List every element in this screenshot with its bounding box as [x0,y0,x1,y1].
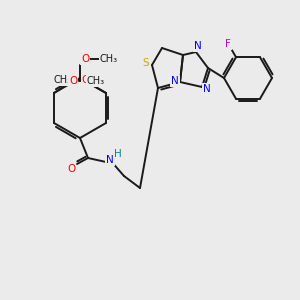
Text: CH₃: CH₃ [100,54,118,64]
Text: H: H [114,149,122,159]
Text: N: N [171,76,179,86]
Text: F: F [225,39,231,49]
Text: N: N [194,41,202,51]
Text: O: O [81,54,89,64]
Text: N: N [106,155,114,165]
Text: CH₃: CH₃ [54,75,72,85]
Text: O: O [82,75,90,85]
Text: CH₃: CH₃ [87,76,105,86]
Text: O: O [67,164,75,174]
Text: O: O [69,76,77,86]
Text: N: N [203,84,211,94]
Text: S: S [143,58,149,68]
